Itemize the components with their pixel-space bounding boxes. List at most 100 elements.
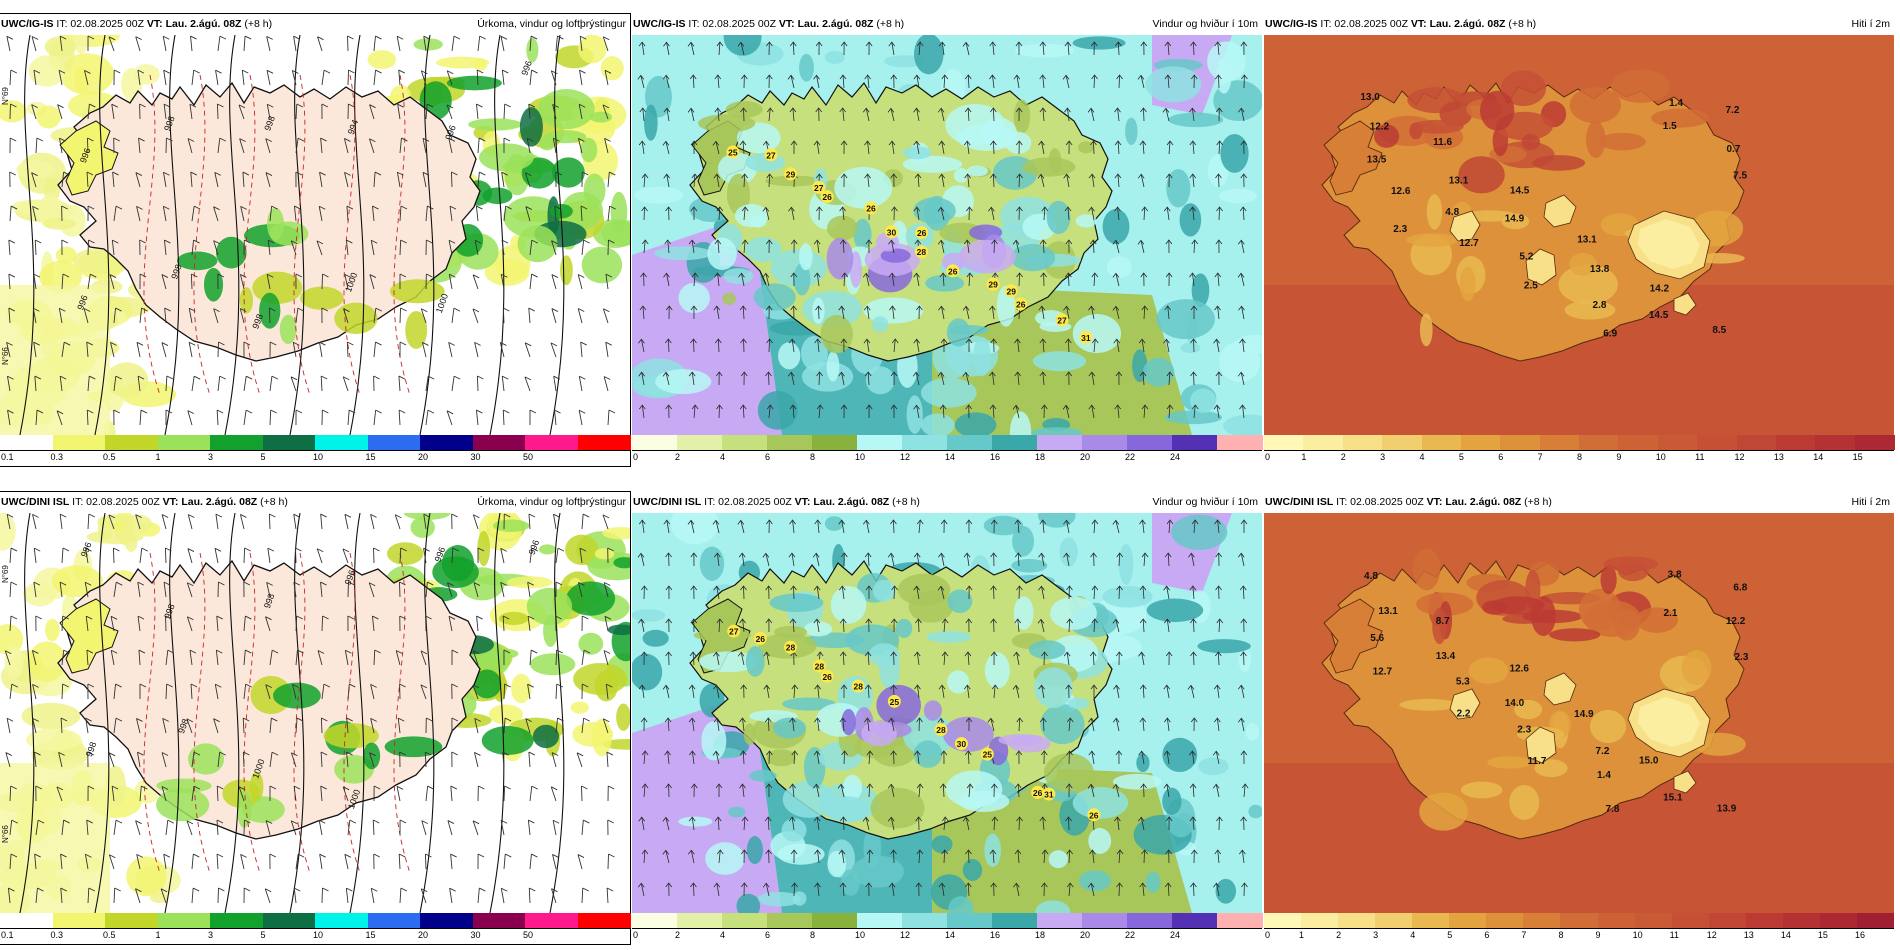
- svg-text:25: 25: [728, 148, 738, 158]
- valid-time: VT: Lau. 2.ágú. 08Z: [794, 496, 890, 508]
- legend-tick-label: 18: [1035, 930, 1046, 940]
- panel-run-info: UWC/IG-IS IT: 02.08.2025 00Z VT: Lau. 2.…: [633, 14, 904, 35]
- temp-value-label: 6.9: [1603, 328, 1617, 339]
- isobar-label: 998: [162, 603, 177, 621]
- panel-title: Vindur og hviður í 10m: [1152, 18, 1258, 30]
- legend-tick-label: 20: [1080, 452, 1091, 462]
- field-patches: [1412, 548, 1678, 645]
- wind-barbs: [6, 35, 616, 426]
- isobar-label: 996: [527, 539, 542, 557]
- legend-swatch: [992, 913, 1038, 928]
- glacier: [1673, 770, 1697, 794]
- temp-value-label: 12.6: [1509, 664, 1529, 675]
- legend-tick-label: 10: [1632, 930, 1643, 940]
- svg-text:26: 26: [1033, 788, 1043, 798]
- legend-tick-label: 30: [470, 452, 481, 462]
- temp-value-label: 5.3: [1456, 677, 1470, 688]
- color-legend: 0 1 2 3 4 5 6 7 8 9 10 11 12 13 14 15 16: [1264, 913, 1895, 944]
- svg-text:14.9: 14.9: [1574, 709, 1594, 720]
- legend-swatch: [857, 435, 903, 450]
- map-area: 13.0 11.6 14.5 13.1 14.2 8.5 12.2 13.1 14.9 13.8 1…: [1264, 35, 1894, 435]
- legend-swatch: [1037, 435, 1083, 450]
- legend-tick-label: 7: [1537, 452, 1543, 462]
- svg-text:30: 30: [887, 227, 897, 237]
- legend-swatch: [472, 435, 526, 450]
- svg-text:0.7: 0.7: [1726, 144, 1740, 155]
- color-legend: 0.1 0.3 0.5 1 3 5 10 15 20 30 50: [0, 435, 631, 466]
- temp-value-label: 2.2: [1457, 709, 1471, 720]
- init-time: IT: 02.08.2025 00Z: [704, 496, 792, 508]
- legend-tick-label: 11: [1695, 452, 1705, 462]
- svg-text:14.0: 14.0: [1505, 698, 1525, 709]
- temp-value-label: 0.7: [1726, 144, 1740, 155]
- panel-run-info: UWC/IG-IS IT: 02.08.2025 00Z VT: Lau. 2.…: [1, 14, 272, 35]
- glacier: [1543, 672, 1577, 706]
- gust-max-label: 25: [726, 145, 740, 159]
- legend-tick-label: 14: [945, 452, 956, 462]
- map-panel-precip: UWC/DINI ISL IT: 02.08.2025 00Z VT: Lau.…: [0, 491, 631, 945]
- legend-swatch: [525, 913, 578, 928]
- model-name: UWC/IG-IS: [633, 18, 686, 30]
- glacier: [1449, 688, 1481, 720]
- svg-text:26: 26: [866, 203, 876, 213]
- panel-run-info: UWC/DINI ISL IT: 02.08.2025 00Z VT: Lau.…: [1, 492, 288, 513]
- legend-swatch: [1634, 913, 1673, 928]
- legend-swatch: [992, 435, 1038, 450]
- temp-value-label: 13.5: [1367, 154, 1387, 165]
- temp-value-label: 2.5: [1524, 280, 1538, 291]
- svg-text:996: 996: [78, 147, 93, 165]
- svg-text:2.3: 2.3: [1393, 224, 1407, 235]
- legend-tick-label: 18: [1035, 452, 1046, 462]
- isobar-label: 998: [162, 115, 177, 133]
- temp-value-label: 2.3: [1734, 652, 1748, 663]
- svg-text:998: 998: [250, 313, 265, 331]
- svg-text:14.2: 14.2: [1650, 284, 1670, 295]
- legend-tick-label: 0.5: [103, 930, 116, 940]
- svg-text:7.8: 7.8: [1606, 804, 1620, 815]
- model-name: UWC/IG-IS: [1, 18, 54, 30]
- legend-tick-label: 1: [155, 930, 161, 940]
- svg-text:13.8: 13.8: [1590, 264, 1610, 275]
- map-area: 996 998 998 994 996 996 996 998 998 1000 1000 N°69 N…: [0, 35, 630, 435]
- temp-value-label: 12.7: [1459, 238, 1479, 249]
- legend-swatch: [1342, 435, 1383, 450]
- model-name: UWC/DINI ISL: [1265, 496, 1334, 508]
- svg-text:5.2: 5.2: [1519, 251, 1533, 262]
- legend-tick-label: 8: [810, 452, 816, 462]
- legend-swatch: [315, 435, 368, 450]
- svg-text:26: 26: [948, 266, 958, 276]
- legend-tick-label: 15: [1817, 930, 1828, 940]
- legend-tick-label: 30: [470, 930, 481, 940]
- field-patches: [176, 207, 445, 349]
- svg-text:29: 29: [786, 169, 796, 179]
- legend-swatch: [1736, 435, 1777, 450]
- isobar-label: 996: [443, 124, 458, 142]
- panel-title: Vindur og hviður í 10m: [1152, 496, 1258, 508]
- temp-value-label: 13.9: [1717, 803, 1737, 814]
- isobar-label: 996: [79, 541, 94, 559]
- legend-tick-label: 4: [720, 452, 726, 462]
- legend-tick-label: 5: [1458, 452, 1464, 462]
- legend-tick-label: 12: [900, 930, 911, 940]
- svg-text:7.2: 7.2: [1596, 746, 1610, 757]
- legend-tick-label: 14: [945, 930, 956, 940]
- valid-time: VT: Lau. 2.ágú. 08Z: [778, 18, 874, 30]
- temperature-contours: [143, 74, 411, 396]
- legend-swatch: [367, 913, 421, 928]
- legend-tick-label: 10: [313, 452, 324, 462]
- gust-max-label: 29: [783, 167, 797, 181]
- init-time: IT: 02.08.2025 00Z: [72, 496, 160, 508]
- legend-swatch: [1815, 435, 1856, 450]
- panel-header: UWC/IG-IS IT: 02.08.2025 00Z VT: Lau. 2.…: [0, 14, 630, 35]
- svg-text:11.7: 11.7: [1528, 756, 1547, 767]
- temp-value-label: 4.8: [1445, 207, 1459, 218]
- gust-max-label: 26: [1087, 808, 1101, 822]
- legend-swatch: [1382, 435, 1422, 450]
- temp-value-label: 7.2: [1725, 105, 1739, 116]
- legend-tick-label: 3: [1373, 930, 1379, 940]
- svg-text:998: 998: [84, 740, 99, 758]
- legend-swatch: [210, 435, 263, 450]
- legend-swatch: [577, 435, 631, 450]
